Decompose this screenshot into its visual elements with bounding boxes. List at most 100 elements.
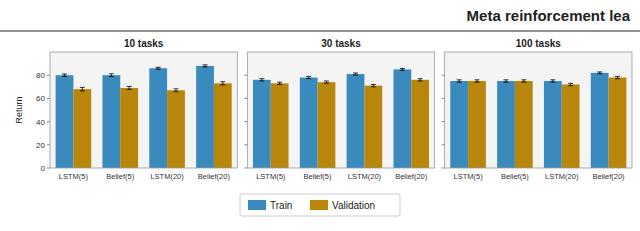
x-tick-label: LSTM(20) [348, 172, 382, 181]
panel-title: 100 tasks [516, 38, 561, 49]
plot-frame [247, 52, 434, 168]
error-cap [400, 70, 405, 71]
error-cap [474, 82, 479, 83]
error-bar [324, 81, 329, 83]
legend: TrainValidation [240, 194, 400, 216]
y-tick-label: 60 [36, 94, 45, 103]
y-tick [47, 75, 50, 76]
y-tick [47, 98, 50, 99]
bar [318, 82, 336, 168]
y-tick-label: 20 [36, 141, 45, 150]
error-cap [156, 69, 161, 70]
error-cap [220, 84, 225, 85]
error-cap [521, 79, 526, 80]
marks [253, 68, 429, 168]
error-bar [400, 68, 405, 70]
error-bar [418, 79, 423, 81]
error-cap [173, 91, 178, 92]
error-cap [80, 90, 85, 91]
error-cap [277, 84, 282, 85]
error-bar [62, 74, 67, 76]
y-tick [47, 144, 50, 145]
bar [56, 75, 74, 168]
error-bar [597, 72, 602, 74]
error-stem [222, 82, 223, 85]
bar [450, 81, 468, 168]
error-bar [474, 80, 479, 82]
panel: LSTM(5)Belief(5)LSTM(20)Belief(20)100 ta… [442, 38, 632, 181]
bar [364, 86, 382, 168]
legend-box [240, 194, 400, 216]
bar [497, 81, 515, 168]
error-cap [324, 81, 329, 82]
x-tick-label: LSTM(5) [453, 172, 483, 181]
error-bar [306, 76, 311, 78]
error-cap [504, 82, 509, 83]
error-cap [615, 76, 620, 77]
error-stem [175, 89, 176, 92]
error-bar [173, 89, 178, 92]
marks [56, 65, 232, 168]
error-bar [457, 80, 462, 82]
x-tick-label: Belief(20) [395, 172, 428, 181]
legend-label: Validation [332, 200, 375, 211]
error-cap [306, 78, 311, 79]
x-tick-label: Belief(5) [106, 172, 134, 181]
bar [73, 89, 91, 168]
legend-swatch [310, 200, 328, 210]
error-cap [550, 79, 555, 80]
bar [609, 78, 627, 168]
y-tick [47, 121, 50, 122]
error-cap [550, 82, 555, 83]
error-cap [277, 82, 282, 83]
error-bar [203, 65, 208, 67]
error-bar [109, 74, 114, 77]
bar [515, 81, 533, 168]
error-cap [127, 86, 132, 87]
plot-area [445, 52, 632, 168]
bar [253, 80, 271, 168]
panel-title: 10 tasks [124, 38, 164, 49]
error-bar [504, 80, 509, 82]
x-tick-label: LSTM(5) [59, 172, 89, 181]
error-cap [109, 73, 114, 74]
bar [196, 66, 214, 168]
plot-area [247, 52, 434, 168]
error-stem [111, 74, 112, 77]
y-tick-label: 40 [36, 118, 45, 127]
error-cap [371, 84, 376, 85]
error-cap [324, 83, 329, 84]
y-tick [47, 168, 50, 169]
error-stem [82, 87, 83, 90]
error-bar [550, 80, 555, 82]
error-cap [615, 78, 620, 79]
y-tick-label: 0 [41, 164, 46, 173]
error-bar [353, 73, 358, 75]
y-tick [244, 98, 247, 99]
error-cap [474, 79, 479, 80]
bar [411, 80, 429, 168]
error-cap [568, 83, 573, 84]
error-cap [371, 86, 376, 87]
error-cap [127, 89, 132, 90]
error-cap [597, 71, 602, 72]
bar [102, 75, 120, 168]
header-title: Meta reinforcement lea [467, 7, 631, 24]
error-cap [156, 67, 161, 68]
error-cap [220, 81, 225, 82]
error-cap [457, 79, 462, 80]
y-tick [442, 121, 445, 122]
error-bar [259, 79, 264, 81]
error-cap [597, 73, 602, 74]
error-cap [504, 79, 509, 80]
error-cap [418, 78, 423, 79]
y-tick [442, 168, 445, 169]
error-bar [277, 82, 282, 84]
bar [468, 81, 486, 168]
error-cap [203, 66, 208, 67]
error-cap [80, 87, 85, 88]
plot-frame [445, 52, 632, 168]
y-axis-label: Return [14, 96, 24, 123]
error-bar [568, 83, 573, 85]
y-tick [442, 144, 445, 145]
